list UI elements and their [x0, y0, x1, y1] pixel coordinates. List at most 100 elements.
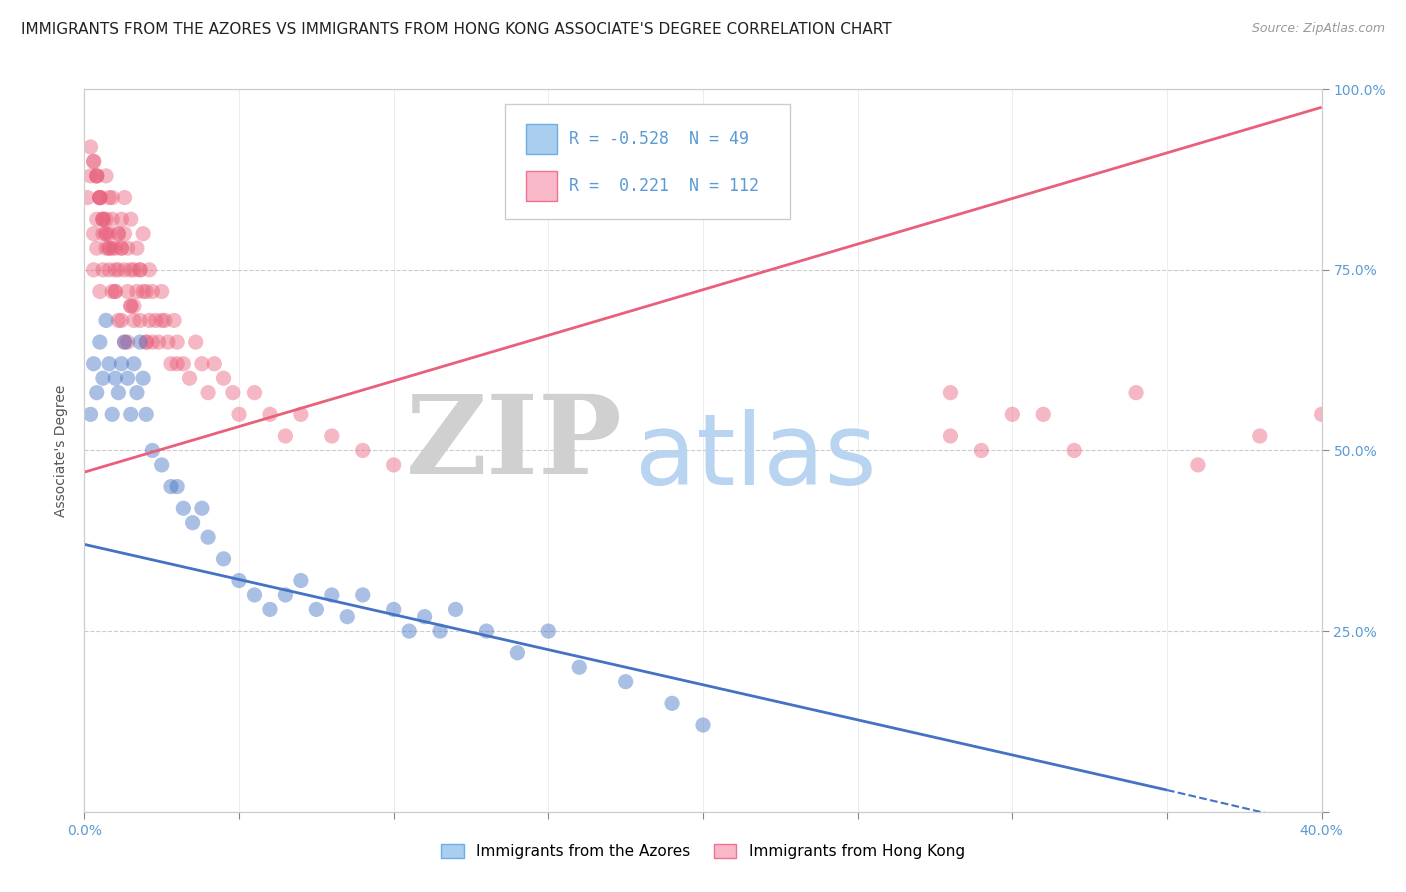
Point [150, 313, 173, 327]
Point [122, 299, 145, 313]
Point [98, 241, 121, 255]
Point [939, 385, 962, 400]
Point [107, 262, 129, 277]
Point [104, 285, 127, 299]
Point [104, 262, 127, 277]
Point [970, 443, 993, 458]
Point [429, 624, 451, 639]
Bar [526, 124, 557, 154]
Text: IMMIGRANTS FROM THE AZORES VS IMMIGRANTS FROM HONG KONG ASSOCIATE'S DEGREE CORRE: IMMIGRANTS FROM THE AZORES VS IMMIGRANTS… [21, 22, 891, 37]
Point [212, 551, 235, 566]
Point [91, 227, 114, 241]
Point [120, 407, 142, 421]
Point [98, 262, 121, 277]
Point [117, 371, 139, 385]
Point [135, 334, 157, 349]
Point [94, 212, 117, 227]
Point [1310, 407, 1333, 421]
Point [212, 371, 235, 385]
Point [352, 443, 374, 458]
Point [120, 299, 142, 313]
Point [274, 588, 297, 602]
Point [939, 429, 962, 443]
Point [1125, 385, 1147, 400]
Point [83, 357, 105, 371]
Point [150, 285, 173, 299]
Point [125, 385, 148, 400]
Point [179, 371, 201, 385]
Point [156, 334, 179, 349]
Point [83, 154, 105, 169]
Point [132, 285, 155, 299]
Text: Source: ZipAtlas.com: Source: ZipAtlas.com [1251, 22, 1385, 36]
Point [228, 574, 250, 588]
Point [79, 169, 101, 183]
Point [125, 285, 148, 299]
Point [110, 212, 132, 227]
Point [191, 501, 214, 516]
Point [1001, 407, 1024, 421]
Text: atlas: atlas [636, 409, 876, 506]
Point [104, 285, 127, 299]
Point [160, 357, 183, 371]
Point [150, 458, 173, 472]
Point [222, 385, 245, 400]
Point [86, 169, 108, 183]
Point [172, 357, 194, 371]
Point [94, 169, 117, 183]
Point [129, 313, 152, 327]
Point [166, 334, 188, 349]
Bar [526, 171, 557, 202]
Text: ZIP: ZIP [406, 390, 623, 497]
Point [191, 357, 214, 371]
Point [101, 285, 124, 299]
Point [129, 262, 152, 277]
Point [132, 227, 155, 241]
Point [98, 241, 121, 255]
Point [101, 241, 124, 255]
Point [321, 429, 343, 443]
Point [148, 334, 170, 349]
Point [114, 334, 136, 349]
Point [138, 313, 160, 327]
Point [352, 588, 374, 602]
Point [89, 191, 111, 205]
Point [117, 241, 139, 255]
Point [692, 718, 714, 732]
Point [117, 285, 139, 299]
Point [413, 609, 436, 624]
Point [83, 262, 105, 277]
Point [104, 371, 127, 385]
Point [89, 334, 111, 349]
Point [163, 313, 186, 327]
Point [89, 191, 111, 205]
Point [138, 262, 160, 277]
Point [79, 407, 101, 421]
Point [614, 674, 637, 689]
Point [228, 407, 250, 421]
Point [135, 285, 157, 299]
Point [153, 313, 176, 327]
Point [110, 357, 132, 371]
Point [114, 227, 136, 241]
Point [120, 212, 142, 227]
Point [141, 285, 163, 299]
Point [91, 212, 114, 227]
Point [661, 696, 683, 710]
Point [101, 407, 124, 421]
Point [243, 385, 266, 400]
Point [110, 241, 132, 255]
Text: R = -0.528  N = 49: R = -0.528 N = 49 [569, 130, 749, 148]
Point [91, 212, 114, 227]
Point [117, 334, 139, 349]
Point [91, 212, 114, 227]
Point [86, 169, 108, 183]
Point [86, 169, 108, 183]
Point [382, 602, 405, 616]
Point [98, 357, 121, 371]
Point [94, 313, 117, 327]
Point [172, 501, 194, 516]
Point [141, 334, 163, 349]
Point [141, 443, 163, 458]
Point [104, 241, 127, 255]
